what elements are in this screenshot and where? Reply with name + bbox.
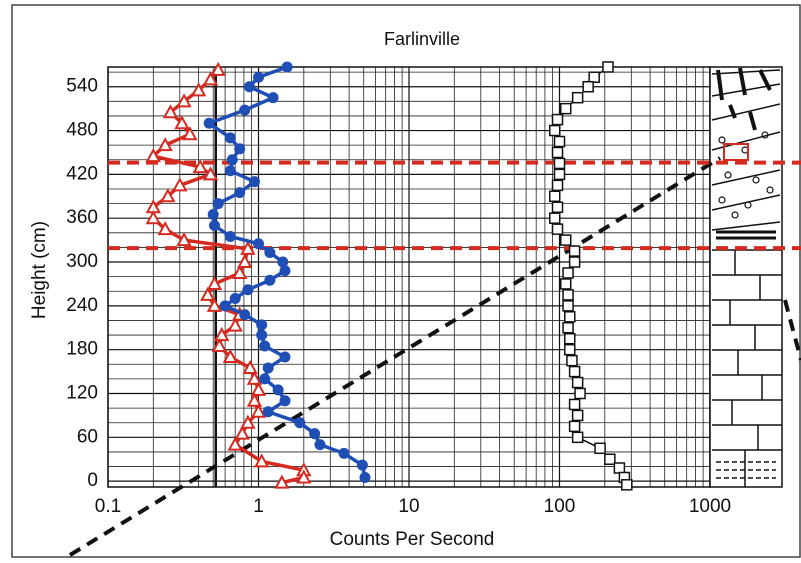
circle-marker xyxy=(263,406,274,417)
y-tick-label: 480 xyxy=(66,120,98,141)
square-marker xyxy=(573,378,583,388)
y-axis-label: Height (cm) xyxy=(29,221,50,319)
circle-marker xyxy=(264,275,275,286)
circle-marker xyxy=(204,118,215,129)
square-marker xyxy=(565,345,575,355)
y-tick-label: 0 xyxy=(87,470,98,491)
circle-marker xyxy=(273,384,284,395)
strat-column xyxy=(710,67,782,487)
square-marker xyxy=(570,367,580,377)
square-marker xyxy=(570,246,580,256)
square-marker xyxy=(563,323,573,333)
circle-marker xyxy=(225,132,236,143)
y-tick-label: 360 xyxy=(66,207,98,228)
chart-title: Farlinville xyxy=(384,29,460,49)
square-marker xyxy=(550,126,560,136)
circle-marker xyxy=(256,319,267,330)
square-marker xyxy=(563,290,573,300)
square-marker xyxy=(561,235,571,245)
square-marker xyxy=(570,257,580,267)
circle-marker xyxy=(225,231,236,242)
circle-marker xyxy=(209,220,220,231)
circle-marker xyxy=(339,448,350,459)
x-tick-label: 1000 xyxy=(689,496,731,517)
circle-marker xyxy=(220,300,231,311)
circle-marker xyxy=(253,238,264,249)
frame xyxy=(12,5,800,557)
circle-marker xyxy=(259,341,270,352)
square-marker xyxy=(553,147,563,157)
circle-marker xyxy=(263,362,274,373)
y-tick-label: 180 xyxy=(66,339,98,360)
circle-marker xyxy=(357,460,368,471)
x-tick-label: 10 xyxy=(398,496,419,517)
circle-marker xyxy=(264,247,275,258)
y-tick-label: 540 xyxy=(66,76,98,97)
square-marker xyxy=(605,454,615,464)
square-marker xyxy=(550,213,560,223)
circle-marker xyxy=(256,330,267,341)
circle-marker xyxy=(280,265,291,276)
circle-marker xyxy=(208,209,219,220)
circle-marker xyxy=(234,187,245,198)
y-tick-label: 300 xyxy=(66,251,98,272)
circle-marker xyxy=(280,395,291,406)
circle-marker xyxy=(239,105,250,116)
circle-marker xyxy=(244,81,255,92)
chart: Farlinville Counts Per Second Height (cm… xyxy=(0,0,801,558)
circle-marker xyxy=(234,143,245,154)
square-marker xyxy=(583,82,593,92)
circle-marker xyxy=(249,176,260,187)
square-marker xyxy=(575,389,585,399)
circle-marker xyxy=(294,417,305,428)
square-marker xyxy=(550,191,560,201)
y-tick-label: 240 xyxy=(66,295,98,316)
square-marker xyxy=(570,399,580,409)
y-tick-label: 120 xyxy=(66,383,98,404)
square-marker xyxy=(563,268,573,278)
circle-marker xyxy=(213,198,224,209)
circle-marker xyxy=(280,351,291,362)
square-marker xyxy=(589,72,599,82)
square-marker xyxy=(561,279,571,289)
x-tick-label: 100 xyxy=(544,496,576,517)
circle-marker xyxy=(314,439,325,450)
square-marker xyxy=(555,137,565,147)
y-tick-label: 60 xyxy=(77,426,98,447)
square-marker xyxy=(614,463,624,473)
square-marker xyxy=(565,334,575,344)
square-marker xyxy=(553,115,563,125)
square-marker xyxy=(570,421,580,431)
y-tick-label: 420 xyxy=(66,163,98,184)
circle-marker xyxy=(259,373,270,384)
circle-marker xyxy=(268,92,279,103)
square-marker xyxy=(555,158,565,168)
square-marker xyxy=(553,202,563,212)
circle-marker xyxy=(309,428,320,439)
square-marker xyxy=(565,312,575,322)
circle-marker xyxy=(242,284,253,295)
square-marker xyxy=(603,62,613,72)
circle-marker xyxy=(227,154,238,165)
square-marker xyxy=(561,104,571,114)
square-marker xyxy=(595,443,605,453)
circle-marker xyxy=(282,62,293,73)
x-tick-label: 1 xyxy=(253,496,264,517)
square-marker xyxy=(573,410,583,420)
circle-marker xyxy=(225,165,236,176)
square-marker xyxy=(563,301,573,311)
circle-marker xyxy=(230,293,241,304)
circle-marker xyxy=(239,309,250,320)
square-marker xyxy=(555,169,565,179)
square-marker xyxy=(573,93,583,103)
square-marker xyxy=(567,356,577,366)
circle-marker xyxy=(359,472,370,483)
x-axis-label: Counts Per Second xyxy=(330,529,495,550)
square-marker xyxy=(553,224,563,234)
square-marker xyxy=(573,432,583,442)
square-marker xyxy=(622,480,632,490)
circle-marker xyxy=(253,72,264,83)
x-tick-label: 0.1 xyxy=(95,496,121,517)
square-marker xyxy=(553,180,563,190)
